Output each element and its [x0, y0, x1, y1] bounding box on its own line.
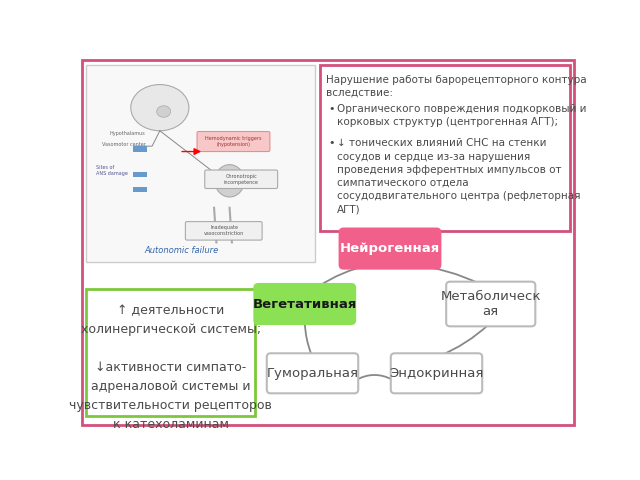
- Text: Vasomotor center: Vasomotor center: [102, 142, 145, 147]
- Text: ↑ деятельности
холинергической системы;

↓активности симпато-
адреналовой систем: ↑ деятельности холинергической системы; …: [69, 304, 272, 431]
- Text: Hemodynamic triggers
(hypotension): Hemodynamic triggers (hypotension): [205, 136, 262, 147]
- Text: Органического повреждения подкорковый и
корковых структур (центрогенная АГТ);: Органического повреждения подкорковый и …: [337, 104, 587, 127]
- Text: Метаболическ
ая: Метаболическ ая: [440, 290, 541, 318]
- FancyBboxPatch shape: [132, 187, 147, 192]
- FancyBboxPatch shape: [186, 222, 262, 240]
- FancyBboxPatch shape: [267, 353, 358, 393]
- FancyBboxPatch shape: [320, 65, 570, 231]
- FancyBboxPatch shape: [446, 282, 535, 326]
- FancyBboxPatch shape: [340, 228, 440, 269]
- Ellipse shape: [131, 84, 189, 131]
- FancyBboxPatch shape: [197, 132, 270, 152]
- Text: Sites of
ANS damage: Sites of ANS damage: [95, 166, 127, 176]
- Text: Hypothalamus: Hypothalamus: [109, 131, 145, 136]
- Ellipse shape: [215, 165, 244, 197]
- Text: Нейрогенная: Нейрогенная: [340, 242, 440, 255]
- Text: •: •: [328, 104, 335, 114]
- Text: Вегетативная: Вегетативная: [253, 298, 357, 311]
- Text: Эндокринная: Эндокринная: [389, 367, 484, 380]
- FancyBboxPatch shape: [132, 146, 147, 152]
- FancyBboxPatch shape: [391, 353, 482, 393]
- FancyBboxPatch shape: [86, 288, 255, 416]
- Text: Autonomic failure: Autonomic failure: [145, 246, 219, 254]
- Ellipse shape: [157, 106, 171, 117]
- Text: •: •: [328, 138, 335, 148]
- Text: Chronotropic
incompetence: Chronotropic incompetence: [224, 174, 259, 185]
- FancyBboxPatch shape: [205, 170, 278, 189]
- Text: Inadequate
vasoconstriction: Inadequate vasoconstriction: [204, 226, 244, 236]
- Text: ↓ тонических влияний СНС на стенки
сосудов и сердце из-за нарушения
проведения э: ↓ тонических влияний СНС на стенки сосуд…: [337, 138, 581, 215]
- FancyBboxPatch shape: [132, 171, 147, 177]
- FancyBboxPatch shape: [254, 284, 355, 324]
- Text: Гуморальная: Гуморальная: [266, 367, 358, 380]
- FancyBboxPatch shape: [86, 65, 315, 262]
- Text: Нарушение работы барорецепторного контура
вследствие:: Нарушение работы барорецепторного контур…: [326, 74, 587, 98]
